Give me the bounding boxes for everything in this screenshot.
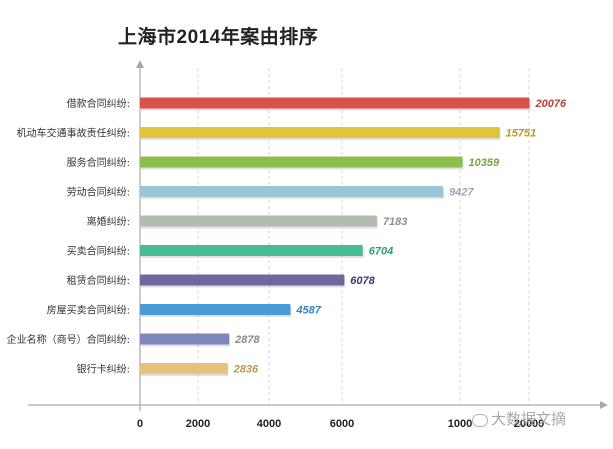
x-tick-label: 20000 <box>514 418 545 430</box>
category-label: 企业名称（商号）合同纠纷: <box>7 333 130 346</box>
value-label: 2878 <box>234 334 260 346</box>
category-label: 租赁合同纠纷: <box>67 274 130 287</box>
x-tick-label: 6000 <box>330 418 354 430</box>
bar <box>140 304 291 315</box>
watermark-text: 大数据文摘 <box>491 411 567 428</box>
value-label: 4587 <box>295 305 321 317</box>
bar <box>140 156 463 168</box>
bar <box>140 215 377 227</box>
category-label: 离婚纠纷: <box>87 215 130 228</box>
x-axis-arrow-icon <box>600 401 608 409</box>
value-label: 20076 <box>535 98 567 110</box>
category-label: 银行卡纠纷: <box>77 363 130 376</box>
chart-title: 上海市2014年案由排序 <box>118 27 319 48</box>
category-label: 服务合同纠纷: <box>67 156 130 169</box>
x-tick-label: 4000 <box>257 418 281 430</box>
bar <box>140 333 230 345</box>
watermark: 大数据文摘 <box>472 408 566 429</box>
x-tick-label: 0 <box>137 418 143 430</box>
value-label: 6078 <box>350 275 375 287</box>
value-label: 9427 <box>449 187 474 199</box>
value-label: 2836 <box>233 364 259 376</box>
bar <box>140 363 228 374</box>
category-label: 借款合同纠纷: <box>67 97 130 110</box>
category-label: 机动车交通事故责任纠纷: <box>17 127 130 140</box>
value-label: 7183 <box>383 216 407 228</box>
bar <box>140 245 363 256</box>
category-label: 劳动合同纠纷: <box>67 186 130 199</box>
chat-bubble-icon <box>472 413 488 427</box>
category-label: 买卖合同纠纷: <box>67 245 130 258</box>
y-axis-arrow-icon <box>136 60 144 68</box>
value-label: 6704 <box>369 246 393 258</box>
bar <box>140 127 500 138</box>
bar <box>140 97 530 109</box>
x-tick-label: 2000 <box>186 418 210 430</box>
value-label: 10359 <box>468 157 499 169</box>
value-label: 15751 <box>506 128 537 140</box>
bar <box>140 186 444 197</box>
x-tick-label: 1000 <box>448 418 472 430</box>
category-label: 房屋买卖合同纠纷: <box>47 304 130 317</box>
bar <box>140 274 345 286</box>
